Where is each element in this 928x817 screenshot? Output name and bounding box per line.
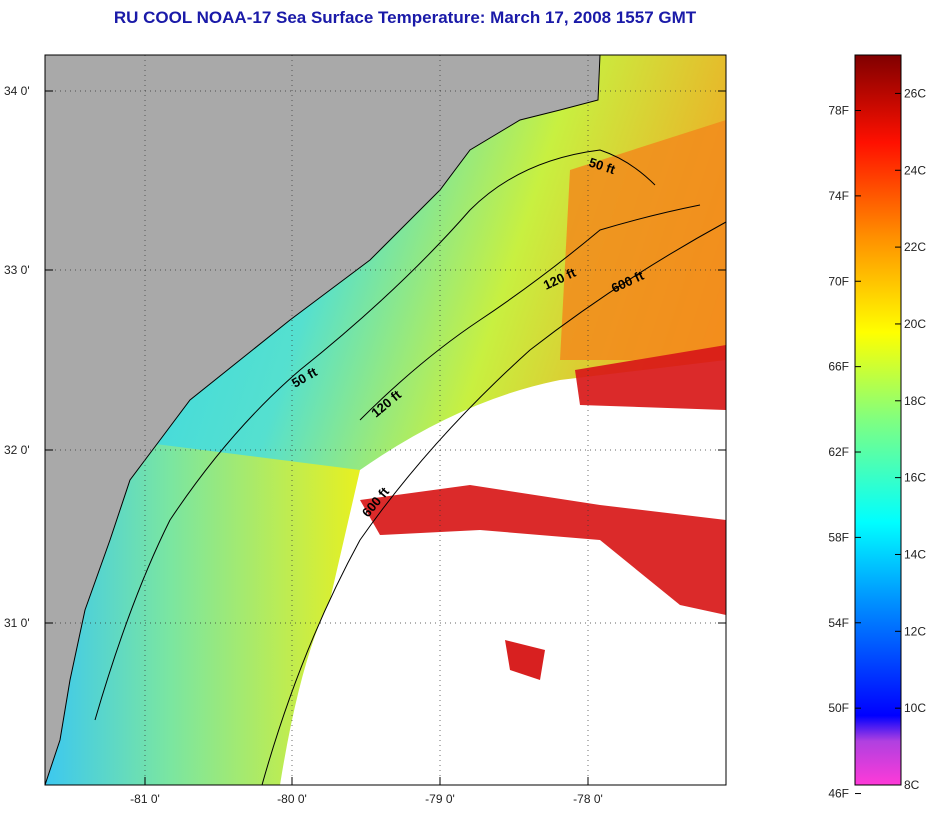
gulf-stream-band bbox=[360, 485, 726, 615]
celsius-label: 22C bbox=[904, 240, 926, 254]
celsius-label: 18C bbox=[904, 394, 926, 408]
fahrenheit-label: 66F bbox=[828, 360, 849, 374]
lon-label: -78 0' bbox=[573, 792, 603, 806]
celsius-label: 14C bbox=[904, 547, 926, 561]
fahrenheit-label: 78F bbox=[828, 103, 849, 117]
celsius-scale: 26C 24C 22C 20C 18C 16C 14C 12C 10C 8C bbox=[895, 86, 926, 792]
lat-label: 31 0' bbox=[4, 616, 30, 630]
longitude-axis: -81 0' -80 0' -79 0' -78 0' bbox=[130, 777, 603, 806]
lon-label: -80 0' bbox=[277, 792, 307, 806]
isobath-600ft-line bbox=[261, 221, 726, 785]
celsius-label: 24C bbox=[904, 163, 926, 177]
fahrenheit-label: 70F bbox=[828, 274, 849, 288]
cloud-cover bbox=[280, 360, 726, 785]
fahrenheit-label: 54F bbox=[828, 616, 849, 630]
fahrenheit-label: 46F bbox=[828, 787, 849, 801]
warm-eddy-patch bbox=[505, 640, 545, 680]
lon-label: -81 0' bbox=[130, 792, 160, 806]
warm-water-northeast bbox=[560, 120, 726, 360]
celsius-label: 10C bbox=[904, 701, 926, 715]
map-frame bbox=[44, 54, 727, 786]
graticule bbox=[45, 55, 726, 785]
celsius-label: 8C bbox=[904, 778, 920, 792]
fahrenheit-label: 58F bbox=[828, 530, 849, 544]
fahrenheit-scale: 78F 74F 70F 66F 62F 58F 54F 50F 46F bbox=[828, 103, 861, 801]
isobath-50ft-line bbox=[94, 149, 656, 721]
lon-label: -79 0' bbox=[425, 792, 455, 806]
lat-label: 34 0' bbox=[4, 84, 30, 98]
celsius-label: 26C bbox=[904, 86, 926, 100]
fahrenheit-label: 62F bbox=[828, 445, 849, 459]
celsius-label: 12C bbox=[904, 624, 926, 638]
lat-label: 33 0' bbox=[4, 263, 30, 277]
isobath-120ft-line bbox=[359, 204, 701, 421]
fahrenheit-label: 74F bbox=[828, 189, 849, 203]
celsius-label: 20C bbox=[904, 317, 926, 331]
color-bar-gradient bbox=[854, 54, 902, 786]
celsius-label: 16C bbox=[904, 471, 926, 485]
lat-label: 32 0' bbox=[4, 443, 30, 457]
map-title: RU COOL NOAA-17 Sea Surface Temperature:… bbox=[113, 8, 697, 27]
land-mass bbox=[45, 55, 601, 785]
latitude-axis: 34 0' 33 0' 32 0' 31 0' bbox=[4, 84, 726, 630]
inner-shelf-water bbox=[45, 430, 360, 785]
gulf-stream-north-band bbox=[575, 345, 726, 410]
fahrenheit-label: 50F bbox=[828, 701, 849, 715]
